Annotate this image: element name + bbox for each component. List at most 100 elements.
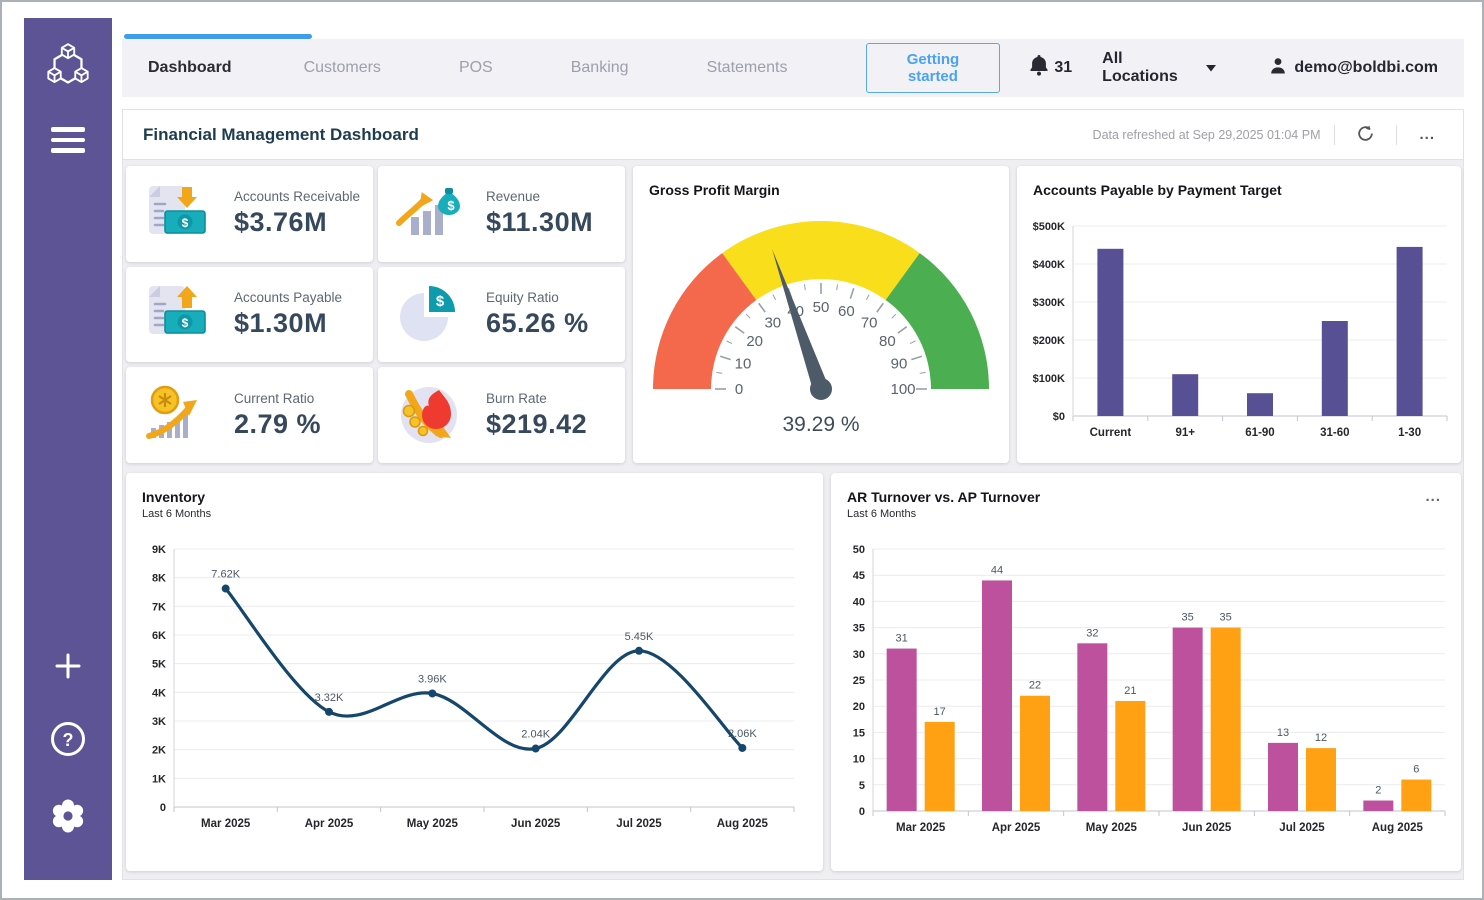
bar-AP Turnover <box>1401 779 1432 811</box>
svg-text:Mar 2025: Mar 2025 <box>201 818 251 830</box>
svg-text:?: ? <box>63 730 74 750</box>
kpi-revenue: $ Revenue $11.30M <box>378 166 625 262</box>
svg-text:5K: 5K <box>152 659 166 671</box>
svg-text:6K: 6K <box>152 630 166 642</box>
kpi-equity-ratio: $ Equity Ratio 65.26 % <box>378 266 625 363</box>
kpi-label: Revenue <box>486 189 541 205</box>
bar-AP Turnover <box>1306 748 1336 811</box>
bell-icon <box>1030 55 1049 81</box>
svg-text:$500K: $500K <box>1033 221 1065 233</box>
svg-text:8K: 8K <box>152 573 166 585</box>
bar-AP Turnover <box>1115 700 1146 811</box>
gauge-segment <box>722 221 920 301</box>
svg-text:2K: 2K <box>152 745 166 757</box>
getting-started-button[interactable]: Getting started <box>865 43 1001 93</box>
svg-text:45: 45 <box>853 570 865 582</box>
bar-1-30 <box>1396 246 1423 416</box>
svg-text:Mar 2025: Mar 2025 <box>896 822 946 834</box>
main-area: Dashboard Customers POS Banking Statemen… <box>122 17 1464 880</box>
svg-text:50: 50 <box>853 544 865 556</box>
svg-text:25: 25 <box>853 675 865 687</box>
settings-icon[interactable] <box>49 797 87 840</box>
kpi-current-ratio: Current Ratio 2.79 % <box>126 367 373 463</box>
svg-text:60: 60 <box>838 303 855 320</box>
inventory-line-chart[interactable]: 0 1K 2K 3K 4K 5K 6K 7K 8K 9K Mar 2025 Apr 2025 May 2… <box>126 535 823 865</box>
help-icon[interactable]: ? <box>49 720 87 763</box>
svg-text:3.32K: 3.32K <box>315 692 344 704</box>
chart-title: Accounts Payable by Payment Target <box>1033 182 1282 198</box>
bar-AR Turnover <box>1077 643 1108 811</box>
kpi-label: Accounts Receivable <box>234 189 361 205</box>
chart-subtitle: Last 6 Months <box>142 508 212 520</box>
chevron-down-icon <box>1206 59 1217 77</box>
svg-text:31-60: 31-60 <box>1320 427 1349 439</box>
page-title: Financial Management Dashboard <box>143 124 419 144</box>
accounts-receivable-icon: $ <box>134 183 222 245</box>
kpi-accounts-receivable: $ Accounts Receivable $3.76M <box>126 166 373 262</box>
location-selector[interactable]: All Locations <box>1102 50 1217 86</box>
svg-text:Jun 2025: Jun 2025 <box>1182 822 1232 834</box>
kpi-value: 2.79 % <box>234 408 322 439</box>
tab-customers[interactable]: Customers <box>303 59 381 76</box>
svg-text:$200K: $200K <box>1033 335 1065 347</box>
svg-text:80: 80 <box>879 333 896 350</box>
svg-text:20: 20 <box>853 701 865 713</box>
bar-AR Turnover <box>886 648 917 811</box>
tab-statements[interactable]: Statements <box>706 59 788 76</box>
svg-text:3.96K: 3.96K <box>418 673 447 685</box>
inventory-card: Inventory Last 6 Months 0 1K 2K 3K 4K 5K 6K 7K 8… <box>126 473 823 871</box>
location-label: All Locations <box>1102 50 1178 85</box>
chart-more-button[interactable]: ... <box>1419 487 1447 506</box>
svg-text:50: 50 <box>813 299 830 316</box>
menu-icon[interactable] <box>51 127 85 153</box>
svg-text:2: 2 <box>1375 785 1381 797</box>
gauge-value: 39.29 % <box>782 413 859 436</box>
svg-text:$: $ <box>436 293 445 310</box>
svg-text:35: 35 <box>1182 612 1194 624</box>
tab-dashboard[interactable]: Dashboard <box>148 59 232 76</box>
user-menu[interactable]: demo@boldbi.com <box>1270 57 1438 79</box>
svg-text:10: 10 <box>853 754 865 766</box>
accounts-payable-bar-chart[interactable]: $0 $100K $200K $300K $400K $500K Current 91+ 61-… <box>1017 208 1461 460</box>
divider <box>1396 124 1398 145</box>
chart-title: AR Turnover vs. AP Turnover <box>847 489 1041 505</box>
bar-AP Turnover <box>1020 695 1050 811</box>
data-point <box>221 584 230 593</box>
chart-title: Inventory <box>142 489 206 505</box>
sidebar: ? <box>24 18 112 880</box>
gauge-segment <box>885 253 989 389</box>
svg-text:70: 70 <box>861 315 878 332</box>
svg-text:15: 15 <box>853 727 865 739</box>
kpi-label: Equity Ratio <box>486 289 559 305</box>
accounts-payable-by-payment-target-card: Accounts Payable by Payment Target $0 $10… <box>1017 166 1461 463</box>
svg-text:Jul 2025: Jul 2025 <box>616 818 662 830</box>
svg-text:6: 6 <box>1413 764 1419 776</box>
kpi-value: 65.26 % <box>486 307 589 338</box>
notifications-button[interactable]: 31 <box>1030 55 1072 81</box>
current-ratio-icon <box>134 384 222 446</box>
chart-subtitle: Last 6 Months <box>847 508 917 520</box>
data-point <box>635 646 643 655</box>
svg-text:13: 13 <box>1277 727 1289 739</box>
svg-text:Current: Current <box>1090 427 1132 439</box>
svg-text:17: 17 <box>934 706 946 718</box>
add-icon[interactable] <box>53 651 83 686</box>
refresh-button[interactable] <box>1349 123 1382 147</box>
svg-text:12: 12 <box>1315 732 1327 744</box>
data-refreshed-text: Data refreshed at Sep 29,2025 01:04 PM <box>1092 127 1321 142</box>
gross-profit-margin-gauge[interactable]: 010203040506070809010039.29 % <box>633 192 1009 460</box>
tab-banking[interactable]: Banking <box>570 59 629 76</box>
kpi-value: $3.76M <box>234 207 328 238</box>
dashboard-more-button[interactable]: ... <box>1411 127 1443 142</box>
active-tab-indicator <box>124 34 312 39</box>
kpi-accounts-payable: $ Accounts Payable $1.30M <box>126 266 373 363</box>
svg-text:44: 44 <box>991 564 1003 576</box>
svg-text:Apr 2025: Apr 2025 <box>305 818 354 830</box>
svg-text:May 2025: May 2025 <box>407 818 459 830</box>
accounts-payable-icon: $ <box>134 283 222 345</box>
ar-ap-grouped-bar-chart[interactable]: 0 5 10 15 20 25 30 35 40 45 50 Mar 2025 Apr 2025 May … <box>831 535 1461 857</box>
svg-text:Jun 2025: Jun 2025 <box>511 818 561 830</box>
kpi-grid: $ Accounts Receivable $3.76M <box>126 166 625 463</box>
tab-pos[interactable]: POS <box>458 59 493 76</box>
svg-text:$100K: $100K <box>1033 373 1065 385</box>
